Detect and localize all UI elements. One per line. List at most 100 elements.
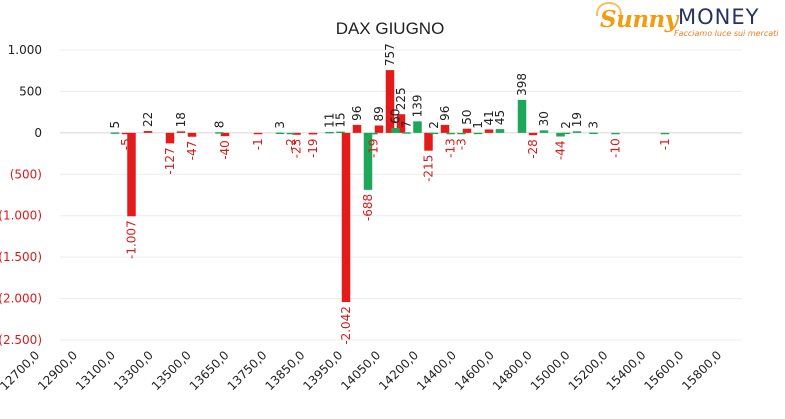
bar — [127, 132, 136, 217]
x-tick-label: 15400,0 — [603, 348, 648, 393]
x-tick-label: 13100,0 — [73, 348, 118, 393]
data-label: 15 — [334, 112, 348, 127]
data-label: -215 — [422, 155, 436, 182]
bar — [611, 132, 620, 135]
data-label: -688 — [361, 194, 375, 221]
bar — [484, 129, 494, 133]
data-label: 225 — [394, 87, 408, 110]
bar — [457, 132, 466, 135]
bars — [110, 70, 670, 303]
bar — [292, 132, 301, 135]
data-label: -28 — [526, 139, 540, 159]
data-label: -1 — [658, 138, 672, 150]
data-label: 96 — [438, 106, 452, 121]
y-tick-label: (2.500) — [0, 333, 42, 347]
x-tick-label: 14200,0 — [376, 348, 421, 393]
bar — [110, 132, 120, 134]
logo-brand-money: MONEY — [678, 5, 760, 29]
bar — [176, 131, 186, 133]
data-label: -13 — [444, 138, 458, 158]
data-label: 96 — [350, 106, 364, 121]
data-label: 30 — [537, 111, 551, 126]
x-tick-label: 12900,0 — [35, 348, 80, 393]
data-label: 7 — [400, 121, 414, 129]
y-tick-label: 1.000 — [8, 43, 42, 57]
bar — [572, 131, 582, 133]
data-label: -44 — [554, 141, 568, 161]
y-tick-label: (2.000) — [0, 292, 42, 306]
y-tick-label: (1.000) — [0, 209, 42, 223]
x-tick-label: 13500,0 — [149, 348, 194, 393]
bar — [495, 129, 505, 133]
logo-brand-sunny: Sunny — [600, 6, 678, 33]
sun-icon — [596, 2, 622, 16]
data-label: -19 — [367, 138, 381, 158]
data-label: 2 — [427, 121, 441, 129]
bar — [308, 132, 318, 135]
x-tick-label: 14600,0 — [452, 348, 497, 393]
data-label: 22 — [141, 112, 155, 127]
x-tick-label: 15800,0 — [679, 348, 724, 393]
bar — [462, 128, 472, 133]
bar — [143, 131, 153, 133]
data-label: -3 — [455, 138, 469, 150]
data-label: 3 — [587, 121, 601, 129]
sunny-money-logo: Sunny MONEY Facciamo luce sui mercati — [596, 2, 780, 44]
data-label: 2 — [559, 121, 573, 129]
bar — [402, 132, 411, 134]
y-tick-label: (1.500) — [0, 250, 42, 264]
x-tick-label: 15000,0 — [528, 348, 573, 393]
bar — [325, 131, 334, 134]
bar — [363, 132, 373, 190]
bar — [352, 124, 362, 133]
bar — [396, 114, 406, 133]
x-tick-label: 13300,0 — [111, 348, 156, 393]
x-tick-label: 13850,0 — [262, 348, 307, 393]
data-label: 398 — [515, 73, 529, 96]
bar — [440, 124, 450, 133]
data-label: 45 — [493, 110, 507, 125]
y-axis-ticks: 1.000 500 0 (500) (1.000) (1.500) (2.000) (2.50… — [0, 43, 42, 347]
x-tick-label: 14800,0 — [490, 348, 535, 393]
data-label: -2.042 — [339, 306, 353, 345]
bar — [413, 121, 422, 133]
data-label: 11 — [323, 113, 337, 128]
bar — [369, 132, 378, 135]
data-label: 3 — [273, 121, 287, 129]
bar — [374, 125, 384, 133]
bar — [336, 131, 345, 134]
bar — [341, 132, 351, 303]
data-label: -10 — [609, 138, 623, 158]
bar — [187, 132, 197, 137]
x-tick-label: 13750,0 — [225, 348, 270, 393]
data-label: 757 — [383, 43, 397, 66]
y-tick-label: (500) — [10, 167, 42, 181]
bar — [429, 132, 439, 135]
x-tick-label: 14400,0 — [414, 348, 459, 393]
bar — [220, 132, 230, 137]
x-axis-ticks: 12700,012900,013100,013300,013500,013650… — [0, 348, 724, 393]
data-label: -127 — [163, 147, 177, 174]
data-label: -1 — [251, 138, 265, 150]
x-tick-label: 15600,0 — [641, 348, 686, 393]
bar — [275, 132, 285, 135]
data-label: -23 — [290, 139, 304, 159]
data-label: -19 — [306, 138, 320, 158]
data-label: -40 — [218, 140, 232, 160]
y-tick-label: 0 — [34, 126, 42, 140]
data-label: 50 — [460, 109, 474, 124]
bar — [660, 132, 670, 135]
bar — [165, 132, 175, 144]
bar — [424, 132, 433, 151]
data-label: 89 — [372, 106, 386, 121]
logo-tagline: Facciamo luce sui mercati — [674, 29, 779, 38]
chart-title: DAX GIUGNO — [336, 19, 445, 38]
data-label: -1.007 — [125, 220, 139, 259]
data-label: 5 — [108, 121, 122, 129]
bar — [253, 132, 263, 135]
x-tick-label: 13650,0 — [187, 348, 232, 393]
x-tick-label: 13950,0 — [300, 348, 345, 393]
bar — [121, 132, 131, 135]
bar — [215, 132, 224, 134]
